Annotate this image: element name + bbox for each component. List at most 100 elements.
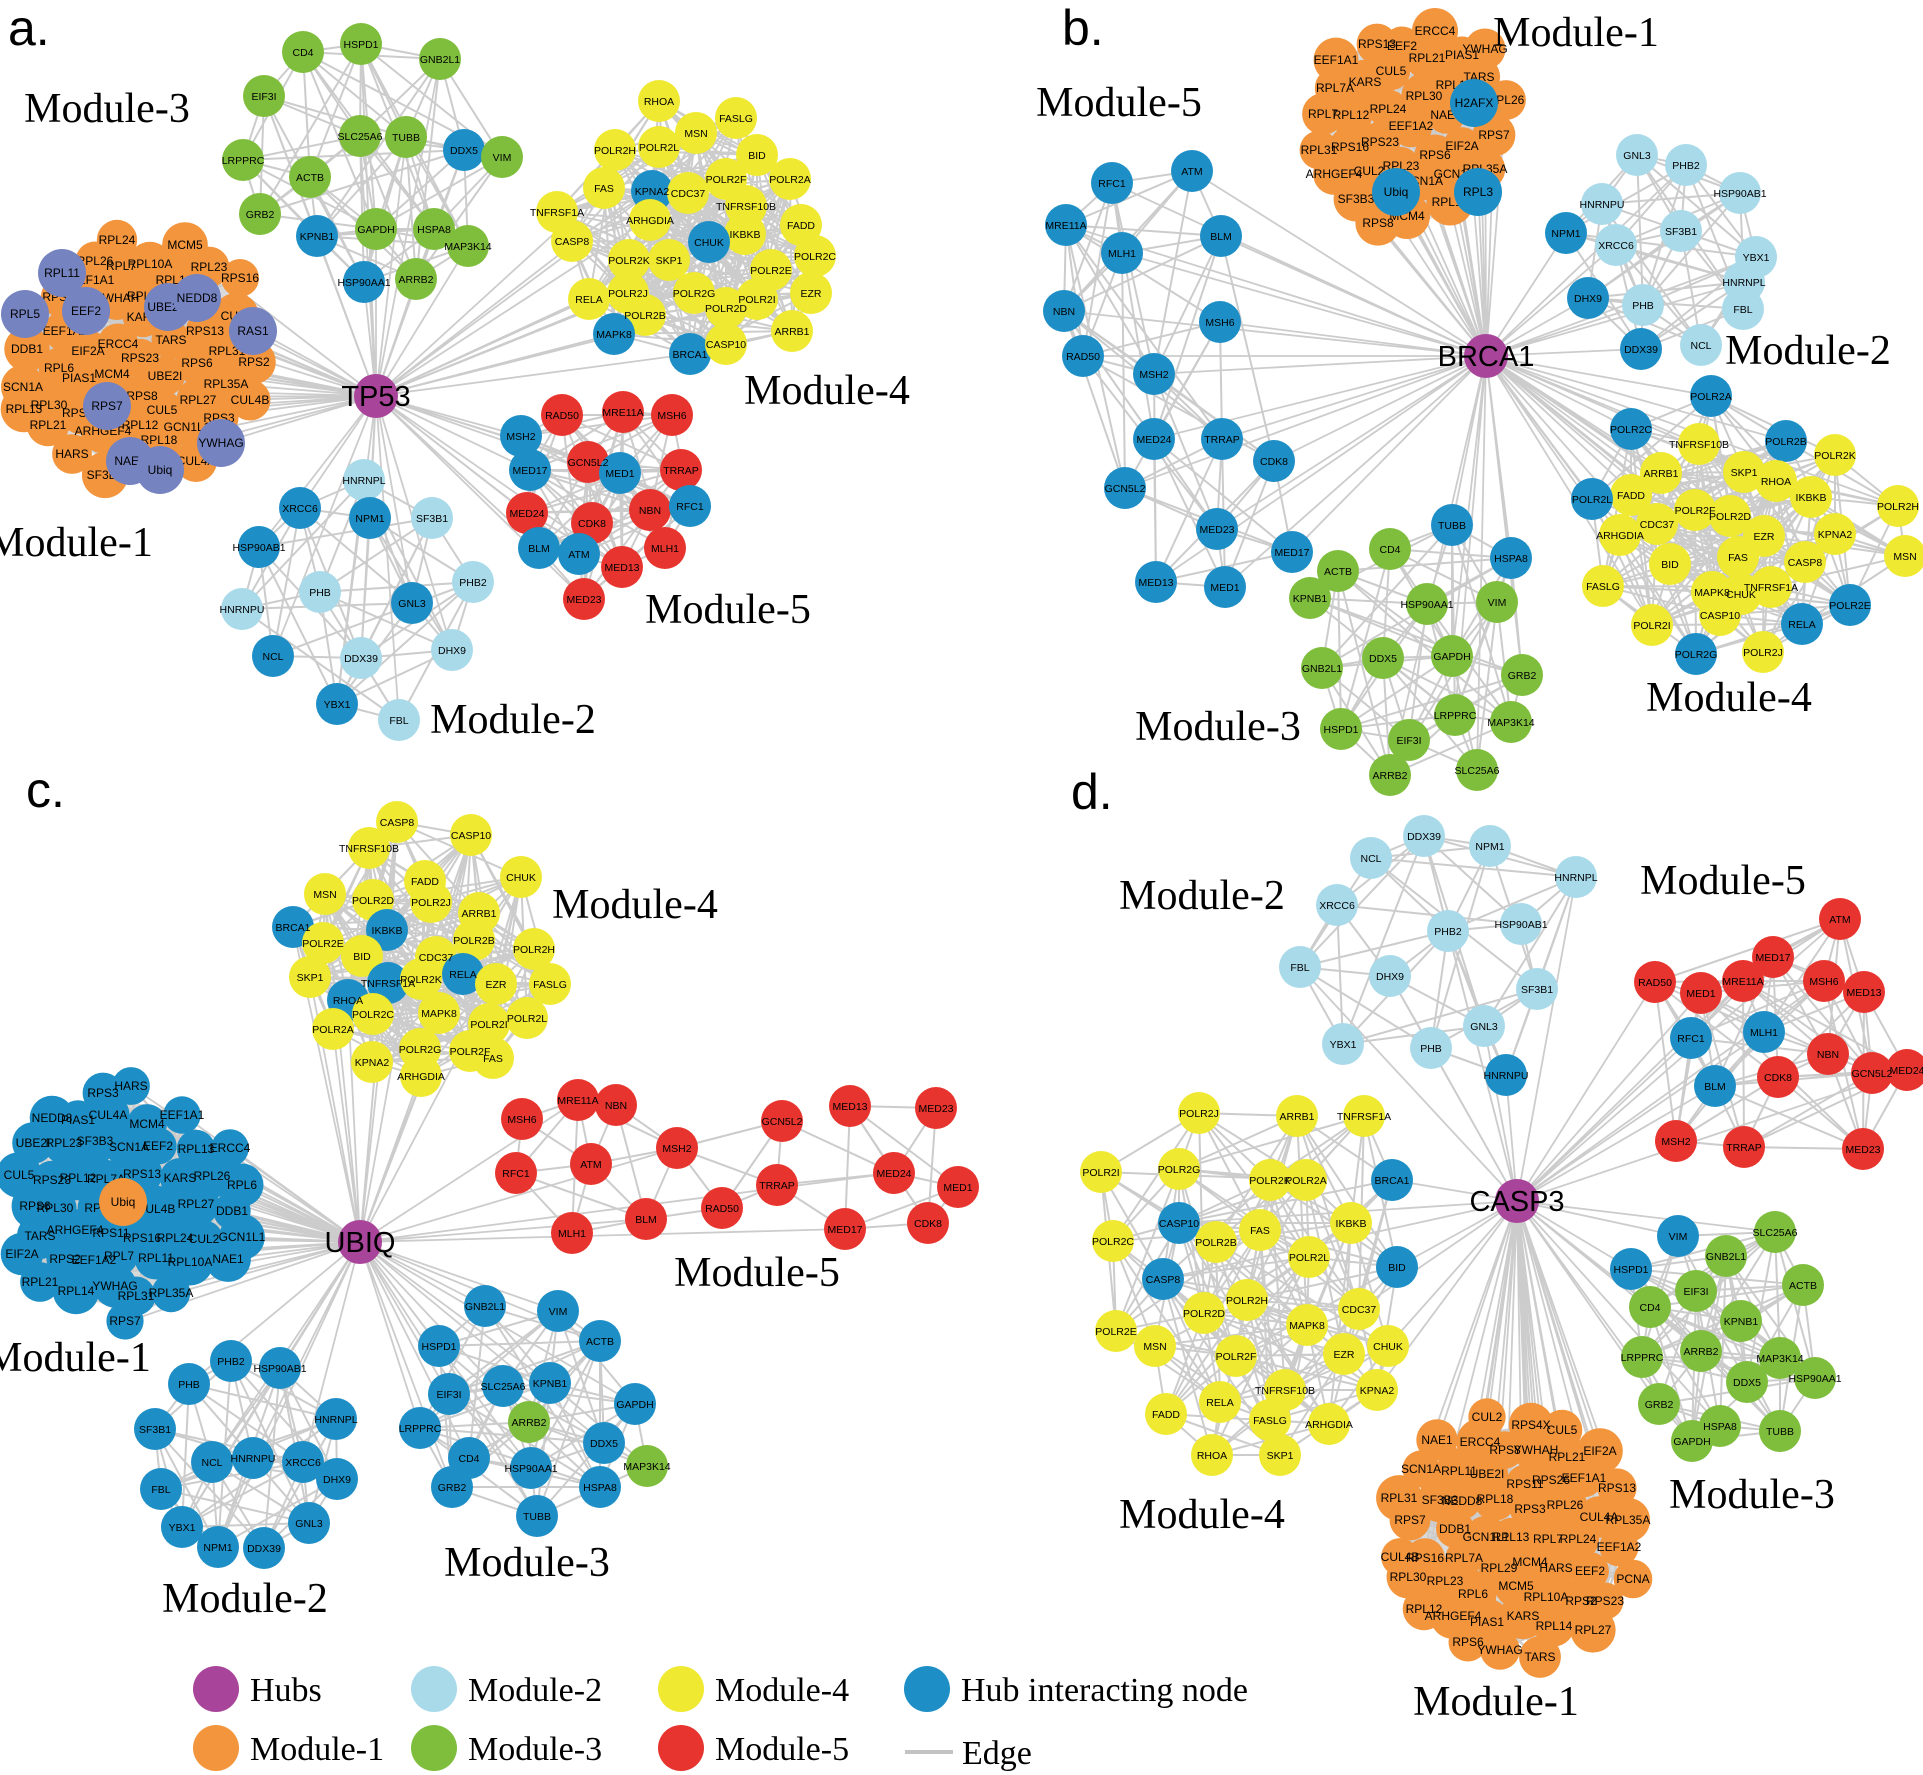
svg-text:YBX1: YBX1 xyxy=(169,1522,196,1534)
svg-text:TRRAP: TRRAP xyxy=(663,465,699,477)
svg-text:a.: a. xyxy=(8,0,50,56)
svg-text:MAP3K14: MAP3K14 xyxy=(1487,717,1534,729)
svg-text:XRCC6: XRCC6 xyxy=(1598,240,1634,252)
svg-text:POLR2I: POLR2I xyxy=(1633,620,1670,632)
svg-text:RPL27: RPL27 xyxy=(178,1197,215,1211)
svg-text:POLR2L: POLR2L xyxy=(1572,494,1612,506)
svg-text:FADD: FADD xyxy=(1617,490,1645,502)
svg-text:NCL: NCL xyxy=(201,1457,222,1469)
svg-text:RPL7: RPL7 xyxy=(1533,1532,1563,1546)
svg-text:KPNB1: KPNB1 xyxy=(1724,1316,1759,1328)
svg-text:RPL10A: RPL10A xyxy=(128,257,173,271)
svg-text:RPS2: RPS2 xyxy=(49,1252,81,1266)
svg-text:RPL14: RPL14 xyxy=(1536,1619,1573,1633)
svg-text:Module-4: Module-4 xyxy=(744,368,910,414)
svg-text:MRE11A: MRE11A xyxy=(557,1095,598,1107)
svg-text:HARS: HARS xyxy=(114,1079,147,1093)
svg-text:MLH1: MLH1 xyxy=(651,543,679,555)
svg-text:MSN: MSN xyxy=(1893,551,1916,563)
svg-text:RFC1: RFC1 xyxy=(502,1168,530,1180)
svg-text:YWHAG: YWHAG xyxy=(198,436,243,450)
svg-text:POLR2J: POLR2J xyxy=(1743,647,1783,659)
svg-text:CUL5: CUL5 xyxy=(147,403,178,417)
svg-text:RPL7: RPL7 xyxy=(104,1249,134,1263)
svg-text:DDX39: DDX39 xyxy=(344,653,378,665)
svg-text:GNL3: GNL3 xyxy=(1623,150,1651,162)
svg-text:ATM: ATM xyxy=(568,549,589,561)
svg-text:HSP90AB1: HSP90AB1 xyxy=(253,1363,306,1375)
svg-text:IKBKB: IKBKB xyxy=(730,229,761,241)
svg-text:DDX39: DDX39 xyxy=(247,1543,281,1555)
svg-text:BID: BID xyxy=(353,951,371,963)
svg-text:PIAS1: PIAS1 xyxy=(1445,48,1479,62)
svg-text:CHUK: CHUK xyxy=(506,872,536,884)
svg-text:Module-3: Module-3 xyxy=(24,86,190,132)
svg-text:HNRNPL: HNRNPL xyxy=(314,1414,357,1426)
svg-text:MRE11A: MRE11A xyxy=(1722,976,1763,988)
svg-text:BLM: BLM xyxy=(528,543,550,555)
svg-text:RPS6: RPS6 xyxy=(1452,1635,1484,1649)
svg-text:GCN1L1: GCN1L1 xyxy=(219,1230,266,1244)
svg-text:RPS6: RPS6 xyxy=(181,356,213,370)
svg-text:CUL4B: CUL4B xyxy=(231,393,270,407)
svg-text:RPS16: RPS16 xyxy=(123,1231,161,1245)
svg-text:EEF1A1: EEF1A1 xyxy=(160,1108,205,1122)
svg-text:XRCC6: XRCC6 xyxy=(285,1457,321,1469)
svg-text:MSN: MSN xyxy=(1143,1341,1166,1353)
svg-text:FADD: FADD xyxy=(411,876,439,888)
svg-text:NAE1: NAE1 xyxy=(212,1252,244,1266)
svg-text:DDB1: DDB1 xyxy=(216,1204,248,1218)
svg-text:Module-2: Module-2 xyxy=(468,1672,602,1709)
svg-text:MLH1: MLH1 xyxy=(1108,248,1136,260)
svg-text:RPS7: RPS7 xyxy=(1478,128,1510,142)
svg-text:HSPD1: HSPD1 xyxy=(343,39,378,51)
svg-text:SKP1: SKP1 xyxy=(1267,1450,1294,1462)
svg-text:EIF3I: EIF3I xyxy=(1396,735,1421,747)
svg-text:TRRAP: TRRAP xyxy=(1204,434,1240,446)
svg-text:RPL13: RPL13 xyxy=(6,402,43,416)
svg-text:FAS: FAS xyxy=(594,183,614,195)
svg-text:MCM5: MCM5 xyxy=(1498,1579,1534,1593)
svg-text:CUL4B: CUL4B xyxy=(1381,1550,1420,1564)
svg-text:MED17: MED17 xyxy=(1274,547,1309,559)
svg-text:RPS23: RPS23 xyxy=(1586,1594,1624,1608)
svg-text:Hubs: Hubs xyxy=(250,1672,322,1709)
svg-text:SF3B1: SF3B1 xyxy=(416,513,448,525)
svg-text:RAD50: RAD50 xyxy=(705,1203,739,1215)
svg-text:POLR2K: POLR2K xyxy=(400,974,441,986)
svg-text:DDX5: DDX5 xyxy=(590,1438,618,1450)
svg-text:EEF2: EEF2 xyxy=(71,304,101,318)
svg-text:POLR2I: POLR2I xyxy=(1082,1167,1119,1179)
svg-text:RPS11: RPS11 xyxy=(1506,1477,1543,1491)
svg-text:MED23: MED23 xyxy=(918,1103,953,1115)
svg-text:RPL21: RPL21 xyxy=(22,1275,59,1289)
svg-text:MSH6: MSH6 xyxy=(1205,317,1234,329)
svg-text:PHB: PHB xyxy=(1632,300,1654,312)
svg-text:FASLG: FASLG xyxy=(533,979,567,991)
svg-text:CUL5: CUL5 xyxy=(4,1168,35,1182)
svg-text:RPL7A: RPL7A xyxy=(1316,81,1354,95)
svg-text:RPL11: RPL11 xyxy=(1441,1464,1477,1478)
svg-text:PHB2: PHB2 xyxy=(459,577,487,589)
svg-text:RPL30: RPL30 xyxy=(1390,1570,1427,1584)
svg-text:EEF1A1: EEF1A1 xyxy=(1562,1471,1607,1485)
svg-text:RHOA: RHOA xyxy=(333,995,363,1007)
svg-text:RPS16: RPS16 xyxy=(221,271,259,285)
svg-text:RPL35A: RPL35A xyxy=(1606,1513,1651,1527)
svg-text:BLM: BLM xyxy=(1210,231,1232,243)
svg-text:LRPPRC: LRPPRC xyxy=(1621,1352,1664,1364)
svg-text:RAD50: RAD50 xyxy=(545,410,579,422)
svg-text:Module-4: Module-4 xyxy=(1119,1492,1285,1538)
svg-text:ERCC4: ERCC4 xyxy=(1460,1435,1501,1449)
svg-text:Ubiq: Ubiq xyxy=(148,463,173,477)
svg-text:FBL: FBL xyxy=(389,715,408,727)
svg-text:SKP1: SKP1 xyxy=(297,972,324,984)
svg-text:POLR2D: POLR2D xyxy=(1709,511,1751,523)
svg-text:RPL7: RPL7 xyxy=(1308,107,1338,121)
svg-text:KPNA2: KPNA2 xyxy=(635,186,670,198)
svg-text:DDX5: DDX5 xyxy=(450,145,478,157)
svg-text:NEDD8: NEDD8 xyxy=(177,291,218,305)
svg-text:KPNA2: KPNA2 xyxy=(355,1057,390,1069)
svg-text:MED23: MED23 xyxy=(566,594,601,606)
svg-text:RPS6: RPS6 xyxy=(1419,148,1451,162)
